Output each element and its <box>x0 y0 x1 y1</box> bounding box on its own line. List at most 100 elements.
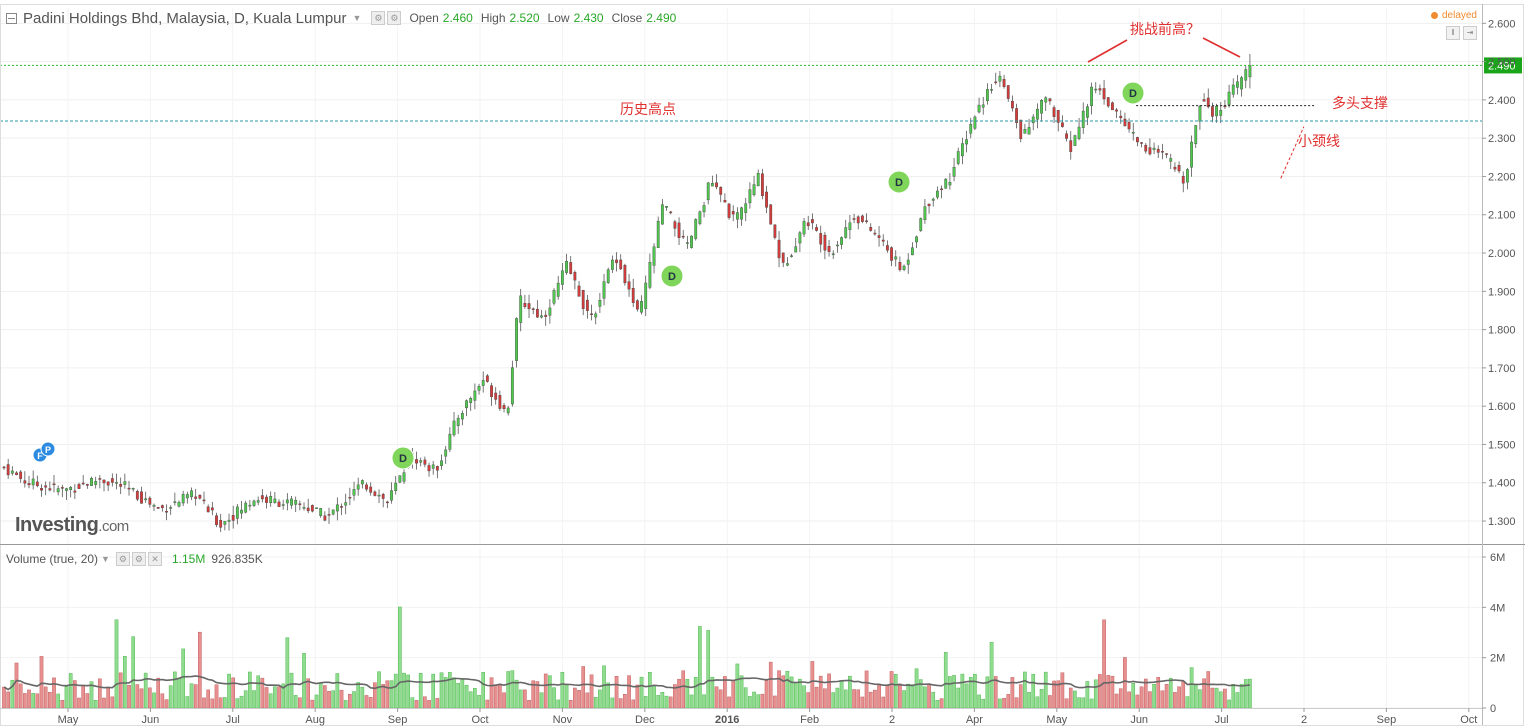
volume-bar <box>93 699 98 709</box>
candle-body <box>623 265 627 284</box>
candle-body <box>552 290 556 304</box>
candle-body <box>1006 85 1010 99</box>
volume-bar <box>877 684 881 709</box>
volume-bar <box>348 693 352 709</box>
settings-icon[interactable]: ⚙ <box>115 552 130 566</box>
collapse-icon[interactable] <box>6 12 17 24</box>
volume-bar <box>981 698 986 709</box>
candle-body <box>806 222 810 227</box>
volume-bar <box>148 687 152 709</box>
candle-body <box>452 420 456 436</box>
candle-body <box>669 211 673 214</box>
volume-bar <box>568 700 573 709</box>
candle-body <box>460 413 464 420</box>
close-icon[interactable]: ✕ <box>147 552 162 566</box>
volume-bar <box>610 697 615 709</box>
candle-body <box>765 191 768 208</box>
volume-bar <box>173 671 177 709</box>
volume-bar <box>1152 684 1156 709</box>
candle-body <box>35 481 39 487</box>
volume-bar <box>264 687 269 709</box>
candle-body <box>965 139 968 145</box>
volume-bar <box>431 673 435 709</box>
volume-bar <box>252 690 256 709</box>
volume-bar <box>239 695 244 709</box>
candle-body <box>298 503 302 505</box>
volume-bar <box>1193 683 1198 709</box>
volume-bar <box>1106 675 1111 709</box>
volume-tick-label: 6M <box>1490 552 1505 564</box>
volume-bar <box>1027 692 1031 709</box>
volume-bar <box>323 685 327 709</box>
candle-body <box>635 300 639 310</box>
candle-body <box>1027 127 1031 135</box>
candle-body <box>785 263 789 266</box>
candle-body <box>790 255 793 257</box>
volume-bar <box>68 673 73 709</box>
volume-bar <box>523 689 527 709</box>
instrument-title[interactable]: Padini Holdings Bhd, Malaysia, D, Kuala … <box>23 9 347 27</box>
candle-body <box>723 199 727 203</box>
candle-body <box>1119 115 1123 119</box>
volume-bar <box>156 677 160 709</box>
candle-body <box>1248 65 1252 78</box>
candle-body <box>727 203 731 218</box>
volume-bar <box>552 687 556 709</box>
volume-bar <box>231 677 235 709</box>
chevron-down-icon[interactable]: ▼ <box>101 554 110 564</box>
volume-bar <box>389 680 394 709</box>
candle-body <box>961 143 964 157</box>
gear-icon[interactable]: ⚙ <box>387 11 402 25</box>
volume-bar <box>831 692 836 709</box>
settings-icon[interactable]: ⚙ <box>371 11 386 25</box>
candle-body <box>465 400 468 409</box>
volume-bar <box>743 687 748 709</box>
candle-body <box>390 490 393 501</box>
volume-bar <box>1214 687 1219 709</box>
candle-body <box>835 244 839 247</box>
time-tick-label: Jul <box>226 714 240 726</box>
volume-bar <box>339 689 344 709</box>
volume-bar <box>127 685 131 709</box>
candle-body <box>1044 97 1048 103</box>
volume-tick-label: 4M <box>1490 602 1505 614</box>
candle-body <box>265 496 268 503</box>
volume-bar <box>639 676 644 709</box>
candle-body <box>927 203 931 207</box>
candle-body <box>31 478 35 486</box>
candle-body <box>160 505 164 509</box>
candle-body <box>894 256 898 260</box>
volume-bar <box>506 671 511 709</box>
candle-body <box>981 104 985 108</box>
time-tick-label: May <box>58 714 79 726</box>
candlesticks <box>2 53 1252 533</box>
event-marker-letter: P <box>45 445 51 455</box>
time-tick-label: Jun <box>1130 714 1148 726</box>
candle-body <box>510 367 514 405</box>
scroll-end-icon[interactable]: ⇥ <box>1463 26 1477 40</box>
time-tick-label: Oct <box>1460 714 1477 726</box>
candle-body <box>694 219 698 239</box>
candle-body <box>810 219 814 224</box>
event-marker-letter: D <box>1129 88 1137 100</box>
volume-bar <box>518 689 523 709</box>
volume-bar <box>81 685 85 709</box>
candle-body <box>648 262 652 288</box>
annotation-arrow <box>1087 39 1128 63</box>
candle-body <box>1219 110 1223 116</box>
candle-body <box>973 116 977 129</box>
candle-body <box>544 314 548 317</box>
chevron-down-icon[interactable]: ▼ <box>352 13 362 23</box>
volume-bar <box>698 626 702 709</box>
volume-bar <box>573 687 577 709</box>
volume-bar <box>631 699 636 709</box>
candle-body <box>1169 158 1173 162</box>
candle-body <box>369 486 373 493</box>
gear-icon[interactable]: ⚙ <box>131 552 146 566</box>
volume-bar <box>1160 690 1165 709</box>
candle-body <box>815 227 818 231</box>
volume-bar <box>898 683 902 709</box>
volume-bar <box>635 684 640 709</box>
pause-icon[interactable]: ‖ <box>1446 26 1460 40</box>
